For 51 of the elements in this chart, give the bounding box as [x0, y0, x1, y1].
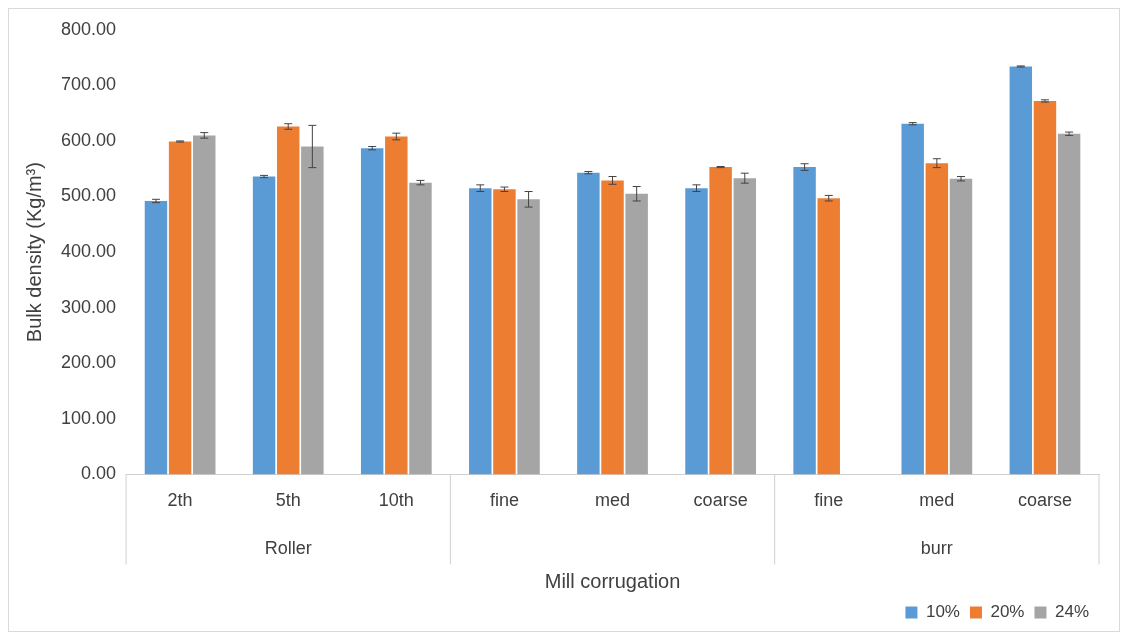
- bar: [625, 193, 648, 475]
- bar: [1057, 133, 1081, 475]
- bar: [925, 163, 949, 475]
- bar: [493, 189, 516, 475]
- y-tick-label: 200.00: [60, 352, 117, 373]
- y-tick-label: 300.00: [60, 296, 117, 317]
- bar: [733, 178, 756, 475]
- bar: [577, 172, 600, 475]
- bar: [1009, 66, 1033, 475]
- bar: [685, 188, 708, 475]
- bar: [144, 200, 168, 475]
- bar: [1033, 100, 1057, 475]
- y-tick-label: 600.00: [60, 129, 117, 150]
- bar: [817, 198, 840, 475]
- bar: [601, 180, 624, 475]
- bar: [301, 146, 324, 475]
- x-tick-label: 2th: [167, 490, 193, 511]
- legend-label: 20%: [990, 602, 1025, 622]
- bar: [709, 167, 732, 475]
- x-axis-title: Mill corrugation: [544, 569, 681, 592]
- bar: [168, 141, 192, 475]
- bar: [360, 148, 384, 475]
- bar: [409, 182, 432, 475]
- bar: [385, 136, 408, 475]
- bar: [901, 123, 924, 475]
- text: burr: [920, 538, 953, 559]
- bar: [469, 188, 492, 475]
- y-tick-label: 500.00: [60, 185, 117, 206]
- text: Roller: [264, 538, 312, 559]
- x-tick-label: fine: [814, 490, 844, 511]
- bar: [793, 167, 816, 475]
- y-tick-label: 0.00: [81, 463, 117, 484]
- y-axis-title: Bulk density (Kg/m³): [22, 162, 45, 343]
- bar: [276, 126, 300, 475]
- legend-label: 24%: [1054, 602, 1090, 622]
- x-tick-label: coarse: [693, 490, 748, 511]
- x-tick-label: coarse: [1017, 490, 1072, 511]
- y-tick-label: 800.00: [60, 18, 117, 39]
- bar: [193, 135, 216, 475]
- legend-label: 10%: [925, 602, 960, 622]
- y-tick-label: 700.00: [60, 74, 117, 95]
- x-tick-label: fine: [489, 490, 519, 511]
- x-tick-label: med: [919, 490, 955, 511]
- x-tick-label: 5th: [275, 490, 301, 511]
- y-tick-label: 400.00: [60, 241, 117, 262]
- bar: [517, 199, 540, 475]
- x-tick-label: 10th: [378, 490, 414, 511]
- x-tick-label: med: [595, 490, 631, 511]
- bar: [949, 178, 973, 475]
- bar: [252, 176, 276, 475]
- y-tick-label: 100.00: [60, 407, 117, 428]
